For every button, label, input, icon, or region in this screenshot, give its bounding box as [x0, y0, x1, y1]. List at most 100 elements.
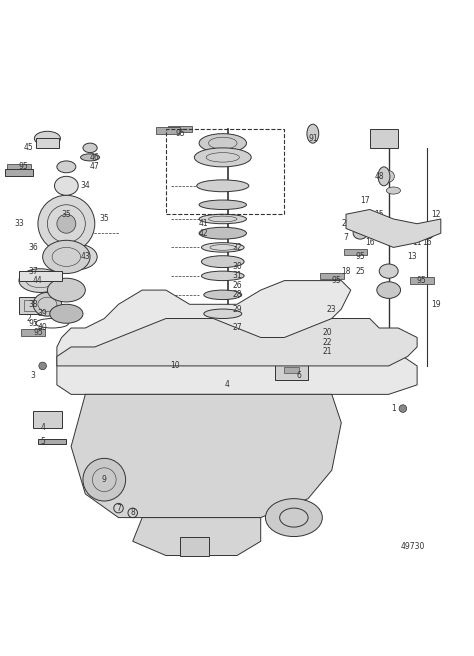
Text: 41: 41: [199, 219, 209, 228]
Text: 48: 48: [374, 172, 384, 181]
Text: 27: 27: [232, 323, 242, 333]
Bar: [7, 163, 31, 170]
Ellipse shape: [19, 269, 62, 293]
Text: 95: 95: [356, 253, 365, 261]
Text: 33: 33: [14, 219, 24, 228]
Text: 49730: 49730: [400, 542, 425, 550]
Text: 95: 95: [417, 276, 427, 285]
Text: 7: 7: [344, 234, 348, 243]
Ellipse shape: [43, 240, 90, 274]
Text: 16: 16: [422, 238, 431, 247]
Ellipse shape: [199, 215, 246, 224]
Circle shape: [383, 171, 394, 182]
Text: 47: 47: [90, 162, 100, 171]
Ellipse shape: [57, 161, 76, 173]
Ellipse shape: [55, 176, 78, 195]
Ellipse shape: [307, 124, 319, 143]
Text: 16: 16: [365, 238, 374, 247]
Ellipse shape: [199, 227, 246, 239]
Polygon shape: [38, 440, 66, 444]
Circle shape: [83, 459, 126, 501]
Bar: [5, 169, 33, 176]
Text: 35: 35: [62, 210, 71, 218]
Circle shape: [399, 405, 407, 413]
Ellipse shape: [83, 143, 97, 153]
Text: 17: 17: [360, 195, 370, 205]
Ellipse shape: [199, 134, 246, 153]
Circle shape: [38, 195, 95, 252]
Ellipse shape: [81, 154, 100, 161]
Text: 14: 14: [384, 224, 393, 233]
Text: 4: 4: [40, 423, 45, 432]
Text: 25: 25: [356, 266, 365, 276]
Text: 15: 15: [374, 210, 384, 218]
Text: 1: 1: [391, 404, 396, 413]
Text: 21: 21: [322, 347, 332, 356]
Text: 3: 3: [31, 371, 36, 380]
Text: 95: 95: [33, 328, 43, 337]
Ellipse shape: [194, 148, 251, 167]
Ellipse shape: [419, 227, 434, 239]
Bar: [275, 361, 308, 380]
Polygon shape: [346, 209, 441, 247]
Text: 28: 28: [232, 291, 242, 299]
Ellipse shape: [167, 329, 176, 333]
Text: 40: 40: [38, 323, 47, 333]
Text: 30: 30: [232, 262, 242, 271]
Text: 95: 95: [19, 162, 28, 171]
Text: 5: 5: [40, 438, 45, 446]
Bar: [370, 129, 398, 148]
Text: 39: 39: [38, 309, 47, 318]
Text: 24: 24: [341, 219, 351, 228]
Text: 23: 23: [327, 304, 337, 314]
Bar: [344, 249, 367, 255]
Ellipse shape: [55, 244, 97, 270]
Text: 9: 9: [102, 475, 107, 484]
Text: 10: 10: [171, 361, 180, 371]
Bar: [33, 411, 62, 428]
Text: 95: 95: [332, 276, 341, 285]
Polygon shape: [71, 394, 341, 518]
Bar: [19, 297, 47, 314]
Text: 13: 13: [408, 253, 417, 261]
Text: 7: 7: [116, 504, 121, 512]
Ellipse shape: [197, 180, 249, 192]
Text: 43: 43: [81, 253, 90, 261]
Ellipse shape: [377, 282, 401, 298]
Ellipse shape: [201, 256, 244, 268]
Text: 11: 11: [412, 238, 422, 247]
Text: 18: 18: [341, 266, 351, 276]
Bar: [168, 331, 175, 356]
Text: 35: 35: [100, 215, 109, 224]
Bar: [284, 367, 299, 373]
Text: 4: 4: [225, 380, 230, 390]
Text: 34: 34: [81, 181, 90, 190]
Text: 45: 45: [24, 144, 33, 152]
Bar: [166, 129, 284, 215]
Text: 26: 26: [232, 281, 242, 290]
Text: 7: 7: [424, 229, 429, 237]
Text: 44: 44: [33, 276, 43, 285]
Ellipse shape: [353, 227, 367, 239]
Text: 6: 6: [296, 371, 301, 380]
Text: 8: 8: [130, 508, 135, 518]
Text: 19: 19: [431, 300, 441, 309]
Text: 37: 37: [28, 266, 38, 276]
Text: 36: 36: [28, 243, 38, 252]
Text: 32: 32: [232, 243, 242, 252]
Bar: [24, 300, 43, 312]
Text: 12: 12: [431, 210, 441, 218]
Text: 38: 38: [28, 300, 38, 309]
Text: 22: 22: [322, 338, 332, 347]
Ellipse shape: [204, 309, 242, 319]
Circle shape: [39, 362, 46, 370]
Ellipse shape: [201, 271, 244, 281]
Text: 95: 95: [175, 129, 185, 138]
Text: 2: 2: [26, 314, 31, 323]
Ellipse shape: [386, 187, 401, 194]
Circle shape: [57, 215, 76, 233]
Text: 46: 46: [90, 153, 100, 162]
Ellipse shape: [265, 499, 322, 537]
Text: 95: 95: [28, 319, 38, 328]
Bar: [410, 277, 434, 284]
